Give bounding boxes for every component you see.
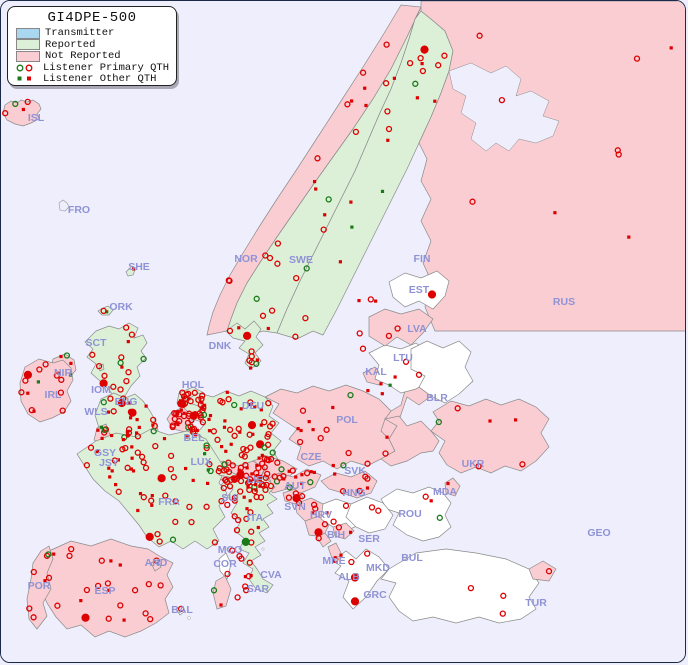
svg-text:KAL: KAL — [365, 366, 387, 378]
svg-text:JSY: JSY — [99, 457, 119, 469]
svg-text:MKD: MKD — [366, 562, 390, 574]
svg-text:NIR: NIR — [54, 367, 73, 379]
svg-text:ROU: ROU — [398, 508, 421, 520]
svg-text:SER: SER — [358, 533, 380, 545]
svg-text:SVK: SVK — [344, 465, 366, 477]
svg-text:HNG: HNG — [342, 487, 365, 499]
svg-text:BIH: BIH — [327, 529, 345, 541]
svg-text:ORK: ORK — [109, 301, 133, 313]
svg-text:RUS: RUS — [553, 296, 575, 308]
svg-text:WLS: WLS — [84, 406, 107, 418]
svg-text:ALB: ALB — [338, 571, 360, 583]
svg-text:FIN: FIN — [414, 253, 431, 265]
svg-text:ENG: ENG — [115, 396, 138, 408]
svg-text:CVA: CVA — [260, 569, 282, 581]
svg-text:MDA: MDA — [433, 486, 457, 498]
svg-text:LVA: LVA — [407, 323, 427, 335]
svg-text:UKR: UKR — [462, 458, 485, 470]
svg-text:LIE: LIE — [247, 474, 263, 486]
svg-text:BEL: BEL — [184, 432, 206, 444]
svg-text:DNK: DNK — [209, 340, 232, 352]
svg-text:NOR: NOR — [234, 253, 258, 265]
svg-text:ISL: ISL — [28, 112, 45, 124]
svg-text:TUR: TUR — [525, 597, 547, 609]
svg-text:SHE: SHE — [128, 261, 150, 273]
svg-text:ESP: ESP — [94, 585, 115, 597]
svg-text:SCT: SCT — [86, 337, 108, 349]
svg-text:POL: POL — [336, 414, 358, 426]
svg-text:FRA: FRA — [158, 496, 180, 508]
svg-text:POR: POR — [28, 580, 51, 592]
svg-text:ITA: ITA — [247, 512, 264, 524]
svg-text:IRL: IRL — [45, 389, 63, 401]
svg-text:EST: EST — [409, 284, 430, 296]
svg-text:AUT: AUT — [284, 480, 306, 492]
svg-text:LTU: LTU — [393, 352, 413, 364]
svg-text:SAR: SAR — [247, 583, 270, 595]
svg-text:SVN: SVN — [284, 501, 306, 513]
svg-text:BLR: BLR — [426, 392, 448, 404]
svg-text:DEU: DEU — [242, 400, 264, 412]
svg-text:MNE: MNE — [322, 555, 345, 567]
svg-text:IOM: IOM — [91, 384, 111, 396]
svg-text:BAL: BAL — [171, 604, 193, 616]
svg-text:GEO: GEO — [587, 527, 610, 539]
svg-text:FRO: FRO — [68, 204, 90, 216]
svg-text:SWE: SWE — [289, 254, 313, 266]
svg-text:AND: AND — [145, 557, 168, 569]
svg-text:CZE: CZE — [301, 451, 322, 463]
svg-text:HOL: HOL — [182, 379, 205, 391]
svg-text:MCO: MCO — [218, 544, 243, 556]
svg-text:COR: COR — [213, 558, 237, 570]
svg-text:LUX: LUX — [191, 456, 212, 468]
svg-text:SUI: SUI — [221, 492, 239, 504]
svg-text:GRC: GRC — [363, 589, 387, 601]
svg-text:HRV: HRV — [310, 509, 332, 521]
svg-text:BUL: BUL — [401, 552, 423, 564]
